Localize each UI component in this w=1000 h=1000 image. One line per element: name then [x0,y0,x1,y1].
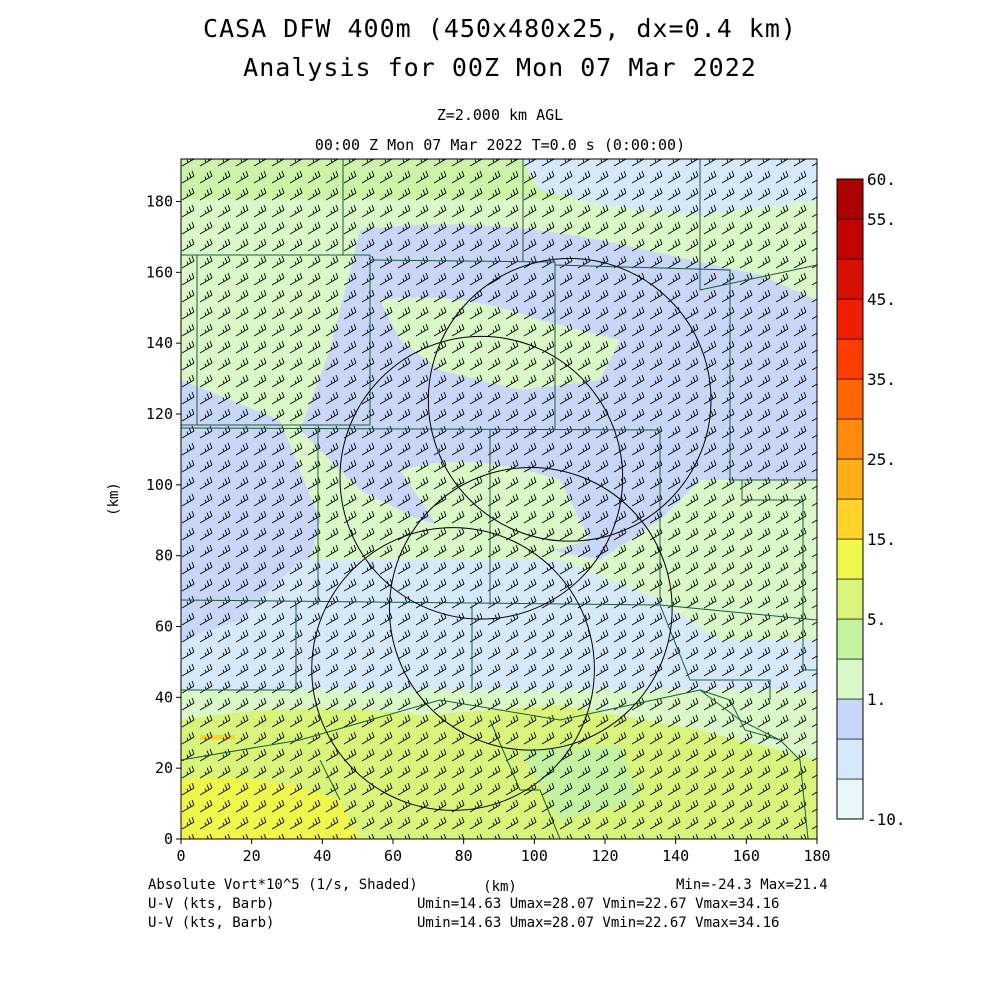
county-boundaries [181,159,817,839]
colorbar-label: 15. [867,530,896,549]
radar-circles [311,258,712,811]
plot-frame [180,158,818,840]
level-label: Z=2.000 km AGL [436,106,564,124]
colorbar-frame [836,178,864,820]
x-tick-label: 60 [384,847,402,865]
y-tick-label: 60 [155,618,173,636]
x-tick-label: 160 [733,847,760,865]
radar-range-circle [339,335,624,620]
colorbar-swatch [836,658,864,700]
colorbar-label: 35. [867,370,896,389]
colorbar-swatch [836,258,864,300]
colorbar: 60. 55. 45. 35. 25. 15. 5. 1. -10. [836,170,906,829]
y-axis-label: (km) [106,482,122,516]
x-tick-label: 180 [803,847,830,865]
x-tick-label: 0 [176,847,185,865]
radar-range-circle [311,527,595,811]
x-tick-label: 20 [243,847,261,865]
y-tick-label: 180 [146,193,173,211]
colorbar-label: 55. [867,210,896,229]
barb-label-1: U-V (kts, Barb) [148,896,275,912]
field-label: Absolute Vort*10^5 (1/s, Shaded) [148,877,418,893]
colorbar-swatch [836,578,864,620]
colorbar-swatch [836,338,864,380]
y-tick-label: 40 [155,688,173,706]
y-tick-label: 140 [146,334,173,352]
radar-range-circle [388,466,673,751]
vorticity-shading [181,159,817,839]
colorbar-swatch [836,378,864,420]
colorbar-label: 25. [867,450,896,469]
barb-stats-2: Umin=14.63 Umax=28.07 Vmin=22.67 Vmax=34… [417,915,780,931]
colorbar-swatch [836,418,864,460]
time-label: 00:00 Z Mon 07 Mar 2022 T=0.0 s (0:00:00… [314,136,686,154]
colorbar-swatch [836,778,864,820]
colorbar-swatch [836,498,864,540]
colorbar-swatch [836,298,864,340]
colorbar-swatch [836,698,864,740]
x-axis: 0 20 40 60 80 100 120 140 160 180 [176,839,831,865]
x-axis-label: (km) [483,879,517,895]
colorbar-swatch [836,178,864,220]
y-axis: 0 20 40 60 80 100 120 140 160 180 [146,193,181,848]
colorbar-swatch [836,218,864,260]
barb-stats-1: Umin=14.63 Umax=28.07 Vmin=22.67 Vmax=34… [417,896,780,912]
y-tick-label: 80 [155,547,173,565]
colorbar-swatch [836,738,864,780]
colorbar-swatch [836,618,864,660]
colorbar-label: 60. [867,170,896,189]
y-tick-label: 20 [155,759,173,777]
colorbar-label: -10. [867,810,906,829]
y-tick-label: 120 [146,405,173,423]
x-tick-label: 100 [521,847,548,865]
colorbar-label: 1. [867,690,886,709]
title-line-2: Analysis for 00Z Mon 07 Mar 2022 [243,53,757,82]
y-tick-label: 0 [164,830,173,848]
colorbar-label: 5. [867,610,886,629]
x-tick-label: 80 [455,847,473,865]
x-tick-label: 40 [313,847,331,865]
y-tick-label: 100 [146,476,173,494]
colorbar-swatch [836,538,864,580]
colorbar-label: 45. [867,290,896,309]
barb-label-2: U-V (kts, Barb) [148,915,275,931]
title-line-1: CASA DFW 400m (450x480x25, dx=0.4 km) [203,14,797,43]
x-tick-label: 140 [662,847,689,865]
radar-range-circle [427,258,712,542]
y-tick-label: 160 [146,263,173,281]
colorbar-swatch [836,458,864,500]
minmax-label: Min=-24.3 Max=21.4 [676,877,828,893]
x-tick-label: 120 [591,847,618,865]
